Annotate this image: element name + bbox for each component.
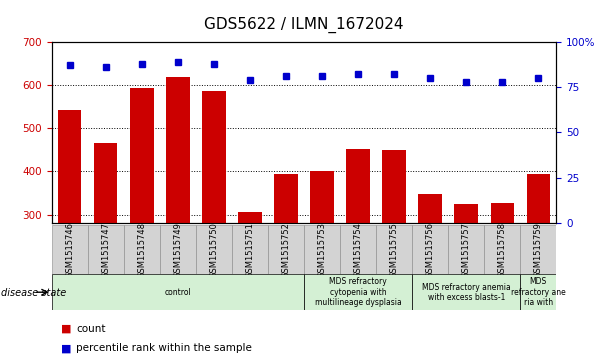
Bar [58,110,81,223]
Text: GSM1515758: GSM1515758 [498,221,506,278]
Bar [130,89,153,223]
Text: GSM1515752: GSM1515752 [282,222,291,277]
Bar [202,91,226,223]
Bar [412,225,448,274]
Text: GSM1515755: GSM1515755 [390,222,399,277]
Text: GSM1515750: GSM1515750 [209,222,218,277]
Bar [376,225,412,274]
Bar [347,149,370,223]
Bar [52,225,88,274]
Bar [88,225,124,274]
Text: GSM1515754: GSM1515754 [354,222,362,277]
Bar [268,225,304,274]
Bar [484,225,520,274]
Bar [166,77,190,223]
Text: ■: ■ [61,343,71,354]
Bar [340,225,376,274]
Bar [527,174,550,223]
Bar [304,274,412,310]
Bar [52,274,304,310]
Bar [412,274,520,310]
Text: control: control [165,288,191,297]
Bar [418,194,442,223]
Bar [232,225,268,274]
Text: ■: ■ [61,323,71,334]
Bar [196,225,232,274]
Bar [124,225,160,274]
Text: GSM1515757: GSM1515757 [461,221,471,278]
Bar [310,171,334,223]
Text: MDS refractory
cytopenia with
multilineage dysplasia: MDS refractory cytopenia with multilinea… [315,277,401,307]
Text: GSM1515746: GSM1515746 [65,221,74,278]
Bar [304,225,340,274]
Text: GSM1515756: GSM1515756 [426,221,435,278]
Bar [455,204,478,223]
Text: MDS
refractory ane
ria with: MDS refractory ane ria with [511,277,565,307]
Text: GSM1515749: GSM1515749 [173,222,182,277]
Text: count: count [76,323,106,334]
Text: GSM1515748: GSM1515748 [137,221,147,278]
Bar [238,212,261,223]
Text: GSM1515753: GSM1515753 [317,221,326,278]
Bar [274,174,298,223]
Text: disease state: disease state [1,288,66,298]
Bar [448,225,484,274]
Bar [160,225,196,274]
Bar [94,143,117,223]
Text: percentile rank within the sample: percentile rank within the sample [76,343,252,354]
Text: MDS refractory anemia
with excess blasts-1: MDS refractory anemia with excess blasts… [422,282,511,302]
Text: GSM1515759: GSM1515759 [534,222,543,277]
Text: GSM1515751: GSM1515751 [246,222,254,277]
Bar [520,274,556,310]
Text: GDS5622 / ILMN_1672024: GDS5622 / ILMN_1672024 [204,16,404,33]
Bar [382,150,406,223]
Text: GSM1515747: GSM1515747 [102,221,110,278]
Bar [520,225,556,274]
Bar [491,203,514,223]
